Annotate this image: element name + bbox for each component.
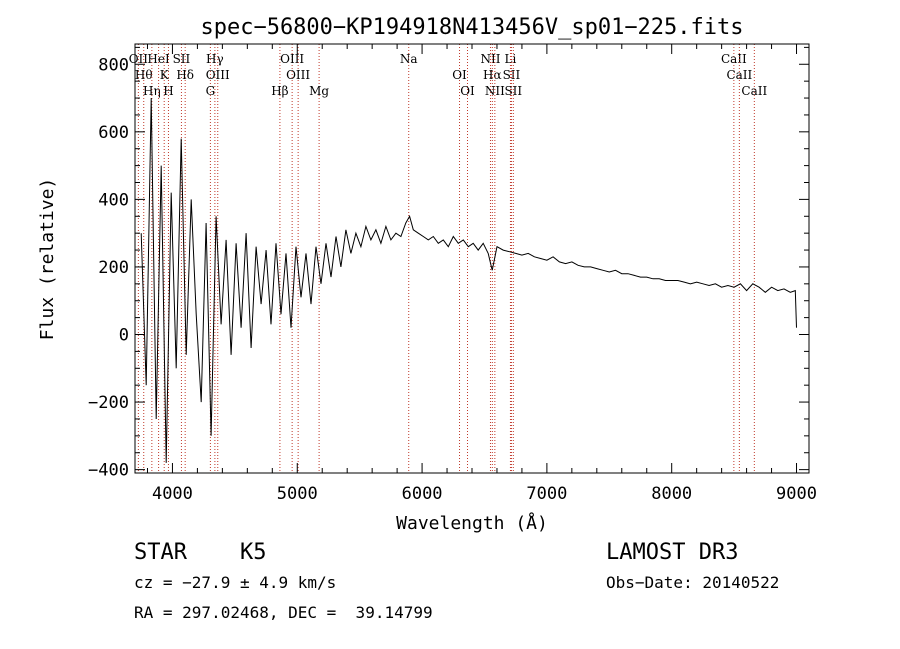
line-marker-label: Hη: [143, 84, 161, 98]
x-tick-label: 5000: [277, 484, 318, 504]
line-marker-label: CaII: [721, 52, 747, 66]
velocity-readout: cz = −27.9 ± 4.9 km/s: [134, 573, 337, 592]
line-marker-label: Hγ: [206, 52, 224, 66]
line-marker-label: Na: [400, 52, 418, 66]
x-tick-label: 9000: [776, 484, 817, 504]
line-marker-label: OI: [452, 68, 467, 82]
line-marker-label: OI: [460, 84, 475, 98]
x-tick-label: 8000: [651, 484, 692, 504]
obs-date: Obs−Date: 20140522: [606, 573, 780, 592]
line-marker-label: OIII: [206, 68, 230, 82]
line-marker-label: CaII: [741, 84, 767, 98]
line-marker-label: Li: [505, 52, 517, 66]
line-marker-label: OIII: [280, 52, 304, 66]
line-marker-label: NII: [485, 84, 505, 98]
object-class: STAR: [134, 540, 187, 565]
flux-series-line: [140, 97, 797, 463]
y-axis-label: Flux (relative): [37, 178, 58, 341]
survey-name: LAMOST DR3: [606, 540, 739, 565]
line-marker-label: SII: [173, 52, 191, 66]
series-layer: [140, 97, 797, 463]
line-marker-label: Hθ: [135, 68, 153, 82]
line-marker-label: NII: [480, 52, 500, 66]
line-marker-label: SII: [503, 68, 521, 82]
x-tick-label: 7000: [526, 484, 567, 504]
chart-title: spec−56800−KP194918N413456V_sp01−225.fit…: [200, 15, 743, 40]
line-marker-label: HeI: [147, 52, 170, 66]
line-marker-label: OIII: [286, 68, 310, 82]
line-marker-label: Hα: [483, 68, 502, 82]
y-tick-label: 400: [98, 190, 129, 210]
x-tick-label: 6000: [402, 484, 443, 504]
y-tick-label: −200: [88, 393, 129, 413]
coordinates: RA = 297.02468, DEC = 39.14799: [134, 603, 433, 622]
line-marker-label: G: [206, 84, 216, 98]
line-marker-label: SII: [504, 84, 522, 98]
plot-frame: [134, 43, 810, 474]
y-tick-label: 600: [98, 123, 129, 143]
subclass: K5: [240, 540, 267, 565]
y-tick-label: 800: [98, 55, 129, 75]
axes: 4000 5000 6000 7000 8000 9000 −400 −200 0 200 400 6…: [88, 44, 817, 504]
line-marker-label: K: [160, 68, 170, 82]
y-tick-label: 200: [98, 258, 129, 278]
line-marker-label: Mg: [309, 84, 329, 98]
y-tick-label: −400: [88, 461, 129, 481]
line-marker-label: Hδ: [176, 68, 194, 82]
line-marker-label: Hβ: [271, 84, 288, 98]
line-marker-label: CaII: [726, 68, 752, 82]
y-tick-label: 0: [119, 326, 129, 346]
x-axis-label: Wavelength (Å): [396, 512, 548, 534]
x-tick-label: 4000: [152, 484, 193, 504]
line-marker-label: H: [163, 84, 173, 98]
